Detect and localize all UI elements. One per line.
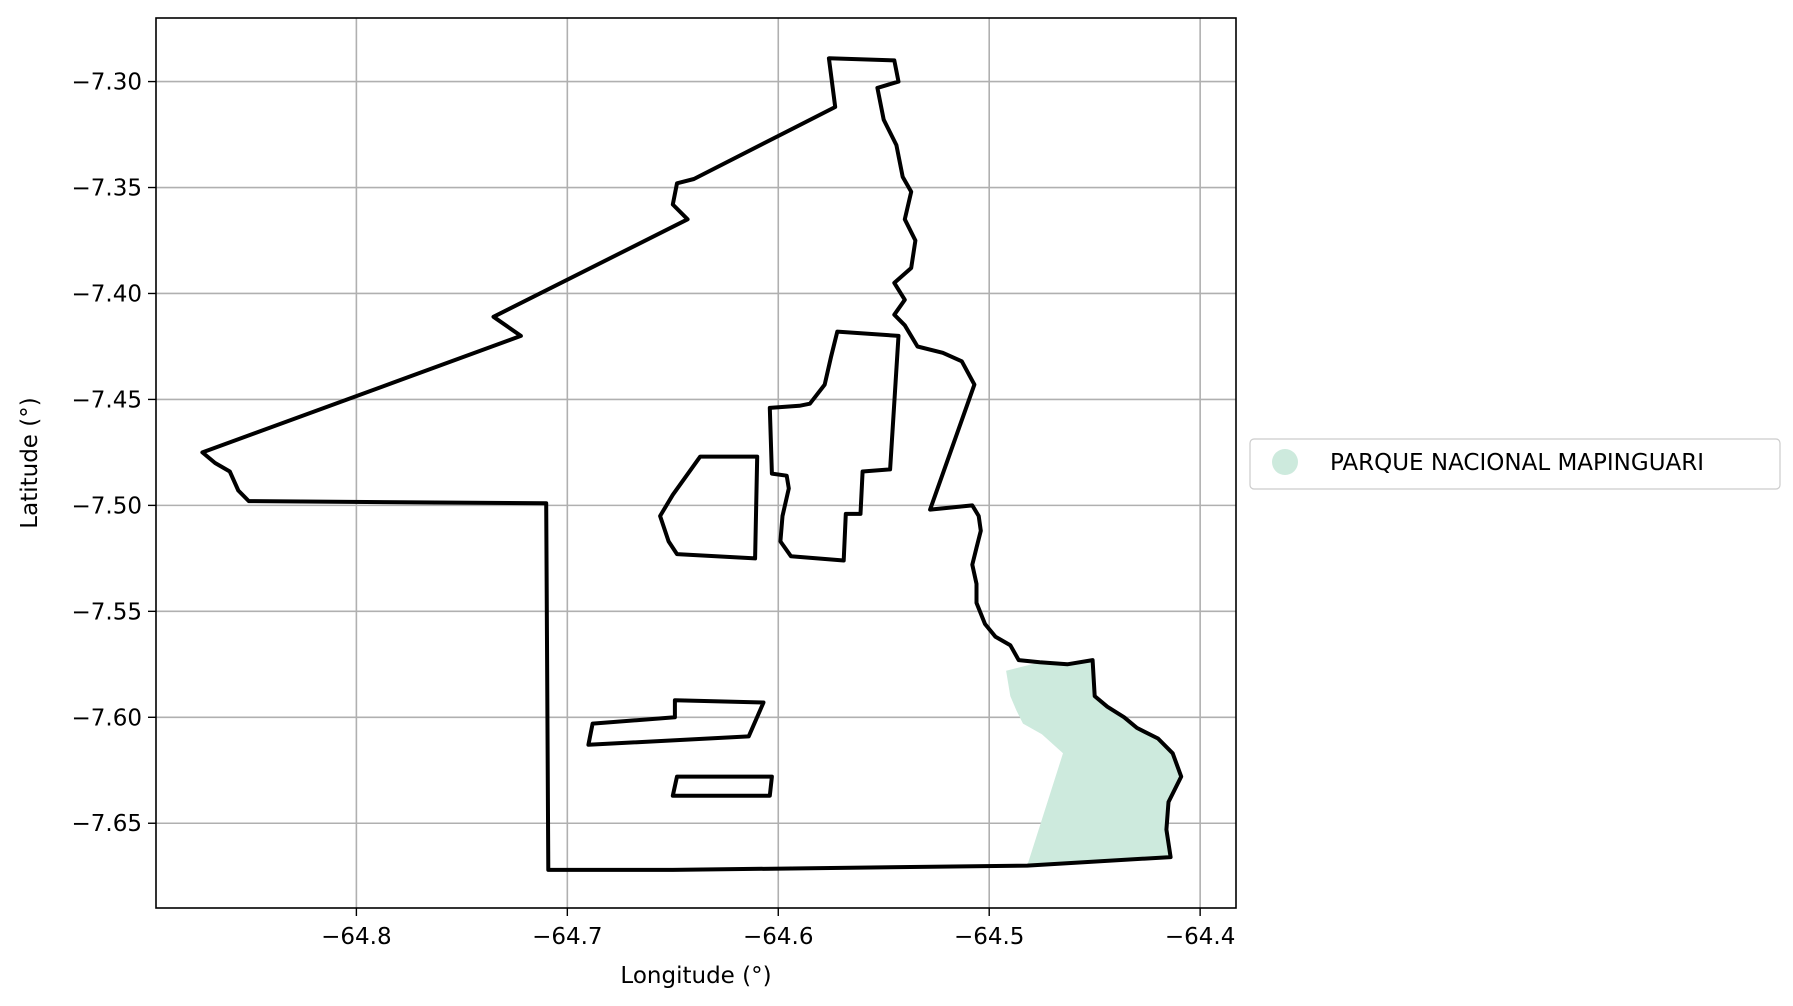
x-tick-label: −64.7 (532, 924, 602, 950)
x-tick-label: −64.6 (743, 924, 813, 950)
y-tick-label: −7.50 (72, 493, 142, 519)
boundary-inner-ring (586, 698, 766, 747)
y-tick-label: −7.65 (72, 811, 142, 837)
boundary-inner-ring (670, 774, 774, 798)
park-region-polygon (1006, 660, 1182, 866)
x-axis-ticks: −64.8 −64.7 −64.6 −64.5 −64.4 (321, 908, 1235, 950)
legend-label: PARQUE NACIONAL MAPINGUARI (1330, 450, 1704, 476)
x-tick-label: −64.4 (1165, 924, 1235, 950)
y-tick-label: −7.35 (72, 176, 142, 202)
plot-frame (155, 17, 1237, 909)
legend-box (1249, 438, 1781, 490)
y-tick-label: −7.30 (72, 70, 142, 96)
y-tick-label: −7.45 (72, 387, 142, 413)
legend: PARQUE NACIONAL MAPINGUARI (1249, 438, 1781, 490)
y-tick-label: −7.40 (72, 281, 142, 307)
park-region-layer (1006, 660, 1182, 866)
boundary-layer (200, 56, 1184, 872)
boundary-inner-ring (658, 454, 760, 561)
y-tick-label: −7.60 (72, 705, 142, 731)
y-axis-title: Latitude (°) (17, 397, 43, 528)
x-tick-label: −64.8 (321, 924, 391, 950)
x-tick-label: −64.5 (954, 924, 1024, 950)
boundary-inner-ring (767, 329, 901, 563)
y-tick-label: −7.55 (72, 599, 142, 625)
y-axis-ticks: −7.30 −7.35 −7.40 −7.45 −7.50 −7.55 −7.60 −7.65 (72, 70, 156, 837)
boundary-outer-ring (200, 56, 1184, 872)
x-axis-title: Longitude (°) (620, 963, 771, 989)
legend-marker (1272, 449, 1298, 475)
